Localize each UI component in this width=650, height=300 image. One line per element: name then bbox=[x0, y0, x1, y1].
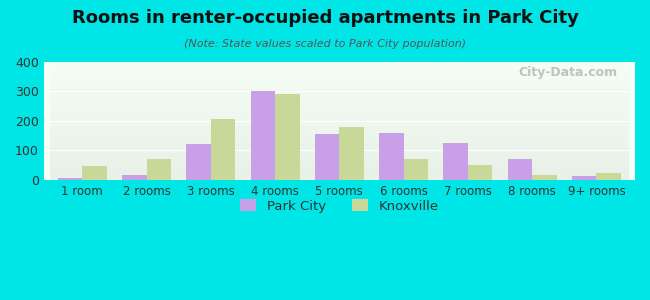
Bar bbox=[572, 176, 597, 180]
Bar bbox=[404, 159, 428, 180]
Text: Rooms in renter-occupied apartments in Park City: Rooms in renter-occupied apartments in P… bbox=[72, 9, 578, 27]
Bar bbox=[211, 119, 235, 180]
Bar bbox=[58, 178, 83, 180]
Bar bbox=[187, 145, 211, 180]
Legend: Park City, Knoxville: Park City, Knoxville bbox=[235, 194, 444, 218]
Bar bbox=[468, 165, 492, 180]
Bar bbox=[379, 133, 404, 180]
Text: City-Data.com: City-Data.com bbox=[518, 65, 618, 79]
Bar bbox=[146, 159, 171, 180]
Text: (Note: State values scaled to Park City population): (Note: State values scaled to Park City … bbox=[184, 39, 466, 49]
Bar bbox=[443, 143, 468, 180]
Bar bbox=[251, 92, 275, 180]
Bar bbox=[532, 175, 556, 180]
Bar bbox=[83, 166, 107, 180]
Bar bbox=[339, 128, 364, 180]
Bar bbox=[275, 94, 300, 180]
Bar bbox=[122, 176, 146, 180]
Bar bbox=[597, 173, 621, 180]
Bar bbox=[315, 134, 339, 180]
Bar bbox=[508, 159, 532, 180]
